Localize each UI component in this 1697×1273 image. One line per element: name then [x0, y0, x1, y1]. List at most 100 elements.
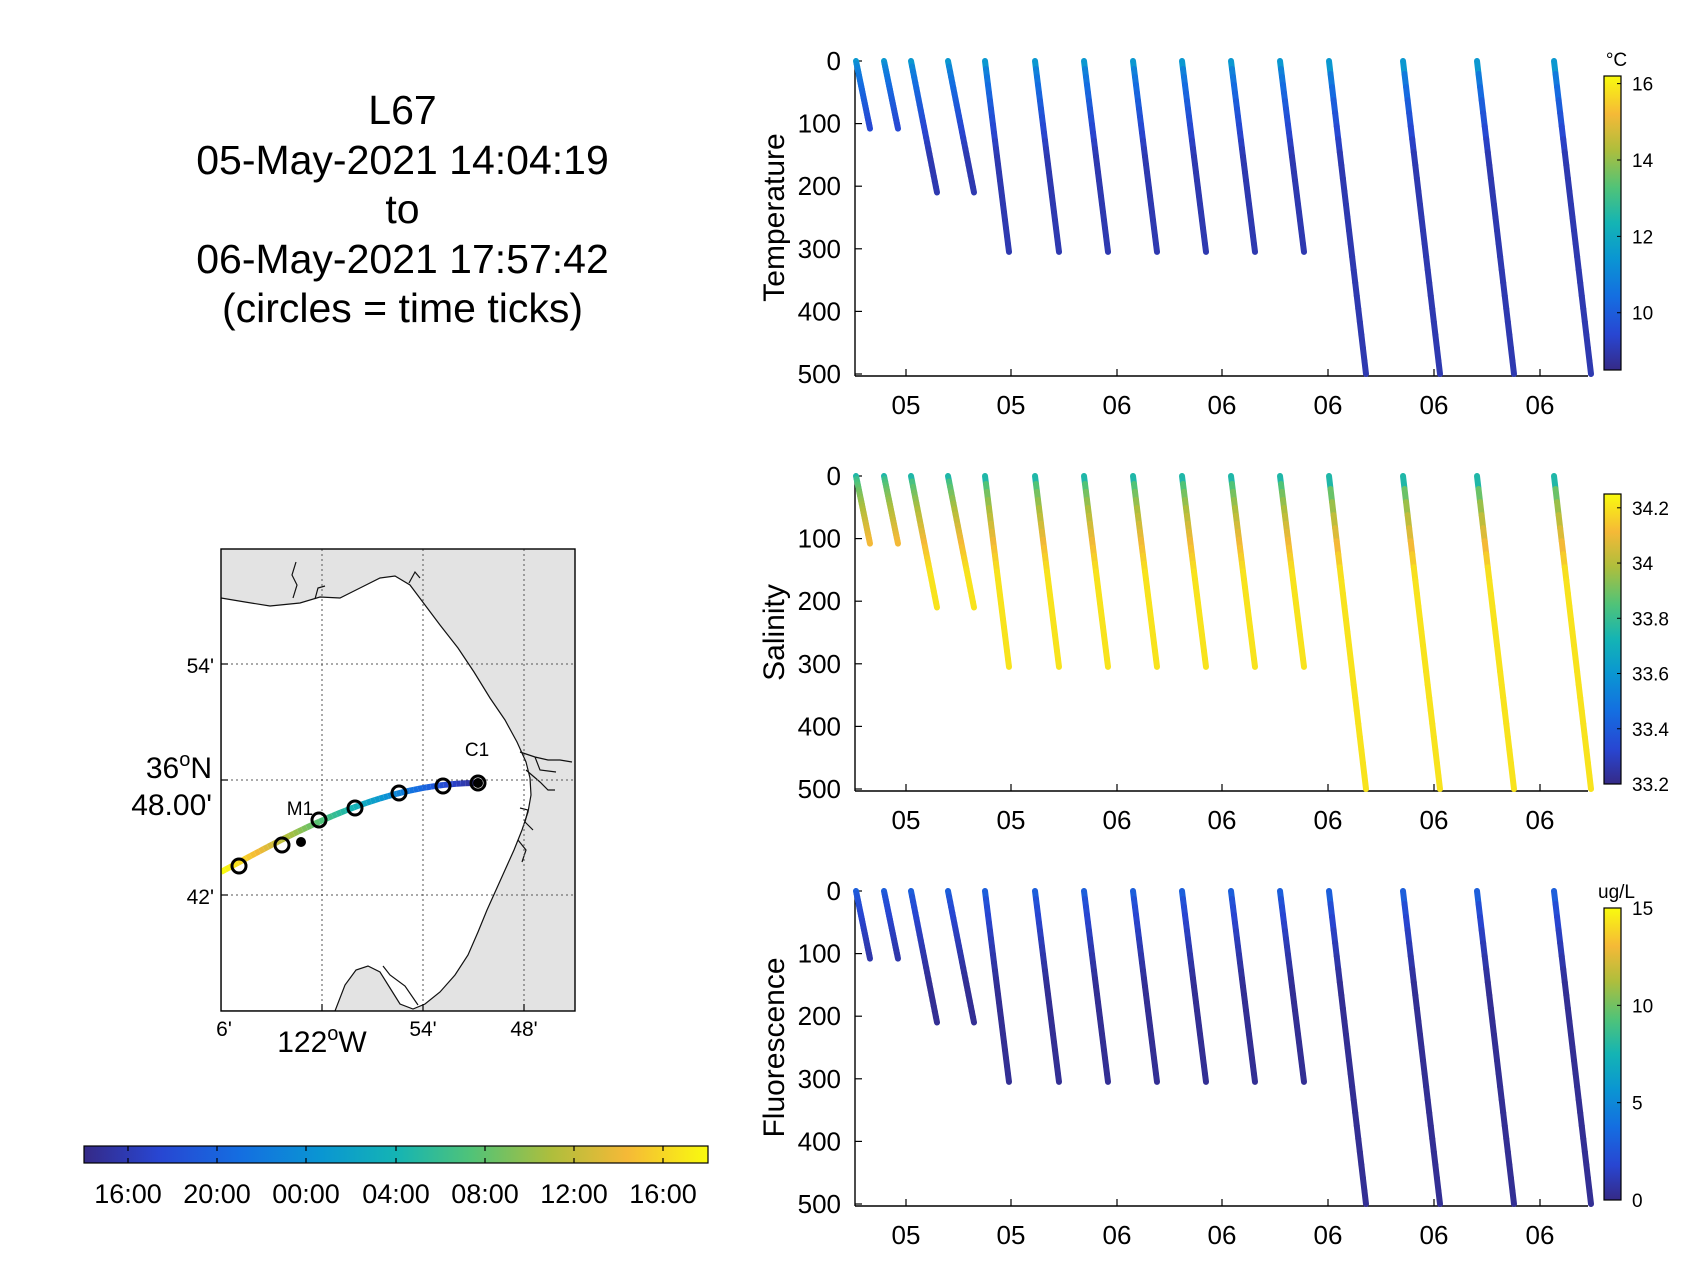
profile-cast — [1400, 888, 1443, 1207]
glider-track — [221, 774, 487, 875]
profile-segment — [894, 537, 901, 547]
profile-segment — [1104, 655, 1111, 670]
track-segment — [249, 850, 257, 859]
profile-segment — [1251, 1070, 1258, 1085]
map-river-2 — [314, 585, 326, 600]
profile-cast — [982, 888, 1012, 1085]
profile-cast — [1228, 888, 1258, 1085]
profile-segment — [1202, 655, 1209, 670]
track-segment — [430, 783, 436, 790]
profile-segment — [932, 598, 940, 611]
track-segment — [361, 800, 368, 808]
profile-cast — [1277, 888, 1307, 1085]
y-tick-label: 400 — [798, 711, 841, 741]
track-segment — [426, 783, 432, 791]
track-segment — [301, 824, 308, 833]
profile-cast — [1179, 473, 1209, 670]
x-tick-label: 06 — [1103, 1220, 1132, 1250]
y-tick-label: 500 — [798, 1189, 841, 1219]
profile-cast — [1326, 888, 1369, 1207]
map-inlet-1 — [519, 751, 573, 791]
track-segment — [262, 844, 270, 852]
colorbar-tick-label: 0 — [1632, 1191, 1643, 1212]
y-tick-label: 300 — [798, 234, 841, 264]
x-tick-label: 05 — [997, 805, 1026, 835]
profile-segment — [1055, 240, 1062, 255]
profile-segment — [1104, 1070, 1111, 1085]
profile-cast — [1228, 58, 1258, 255]
profile-cast — [908, 473, 940, 611]
track-segment — [378, 794, 385, 802]
profile-segment — [1435, 1187, 1443, 1207]
profile-segment — [1251, 655, 1258, 670]
track-segment — [339, 807, 347, 816]
track-segment — [305, 822, 313, 831]
title-line-2: 05-May-2021 14:04:19 — [196, 136, 609, 183]
profile-cast — [982, 58, 1012, 255]
y-tick-label: 100 — [798, 939, 841, 969]
profile-segment — [1361, 357, 1369, 377]
x-tick-label: 05 — [997, 1220, 1026, 1250]
x-tick-label: 06 — [1314, 1220, 1343, 1250]
colorbar-tick-label: 33.8 — [1632, 609, 1669, 630]
y-tick-label: 400 — [798, 296, 841, 326]
track-segment — [253, 848, 261, 857]
colorbar-tick-label: 5 — [1632, 1094, 1643, 1115]
profile-cast — [1081, 473, 1111, 670]
profile-segment — [1055, 655, 1062, 670]
station-label-c1: C1 — [465, 740, 489, 761]
time-colorbar-labels: 16:00 20:00 00:00 04:00 08:00 12:00 16:0… — [94, 1179, 697, 1209]
profile-cast — [982, 473, 1012, 670]
profile-cast — [853, 888, 873, 962]
profile-segment — [932, 183, 940, 196]
profile-segment — [894, 952, 901, 962]
y-tick-label: 100 — [798, 524, 841, 554]
y-tick-label: 300 — [798, 649, 841, 679]
colorbar-tick-label: 15 — [1632, 899, 1653, 920]
title-line-3: to — [385, 186, 420, 232]
time-tick-circle — [469, 774, 487, 792]
time-tick-circle — [434, 777, 452, 795]
profile-segment — [1202, 240, 1209, 255]
map-river-3 — [408, 570, 421, 584]
station-label-m1: M1 — [287, 799, 313, 820]
track-segment — [245, 853, 253, 861]
track-segment — [296, 826, 304, 835]
y-axis-label: Salinity — [758, 584, 791, 681]
profile-segment — [1509, 772, 1517, 792]
profile-segment — [1300, 655, 1307, 670]
profile-cast — [1130, 473, 1160, 670]
profile-cast — [1326, 58, 1369, 377]
y-tick-label: 0 — [827, 46, 841, 76]
profile-segment — [866, 122, 873, 132]
colorbar-ramp — [1603, 75, 1622, 371]
map-lon-label: 122oW — [277, 1023, 367, 1059]
map-river-1 — [291, 561, 298, 599]
x-tick-label: 06 — [1103, 805, 1132, 835]
track-segment — [374, 795, 381, 803]
profile-cast — [1032, 888, 1062, 1085]
map-grid — [221, 549, 575, 1011]
profile-segment — [969, 183, 977, 196]
profile-segment — [1005, 655, 1012, 670]
y-tick-label: 200 — [798, 171, 841, 201]
profile-segment — [1153, 1070, 1160, 1085]
map-inlet-3 — [517, 839, 527, 863]
profile-segment — [1005, 240, 1012, 255]
station-m1-marker — [296, 837, 306, 847]
map-xtick-48: 48' — [510, 1018, 537, 1041]
y-tick-label: 0 — [827, 876, 841, 906]
colorbar-unit: °C — [1606, 50, 1627, 71]
colorbar-tick-label: 34 — [1632, 554, 1654, 575]
x-tick-label: 06 — [1208, 390, 1237, 420]
profile-segment — [1586, 1187, 1594, 1207]
track-segment — [266, 841, 274, 850]
y-tick-label: 500 — [798, 359, 841, 389]
x-tick-label: 06 — [1420, 805, 1449, 835]
profile-cast — [1179, 888, 1209, 1085]
profile-segment — [1361, 772, 1369, 792]
profile-cast — [908, 58, 940, 196]
colorbar-ramp — [1603, 493, 1622, 785]
